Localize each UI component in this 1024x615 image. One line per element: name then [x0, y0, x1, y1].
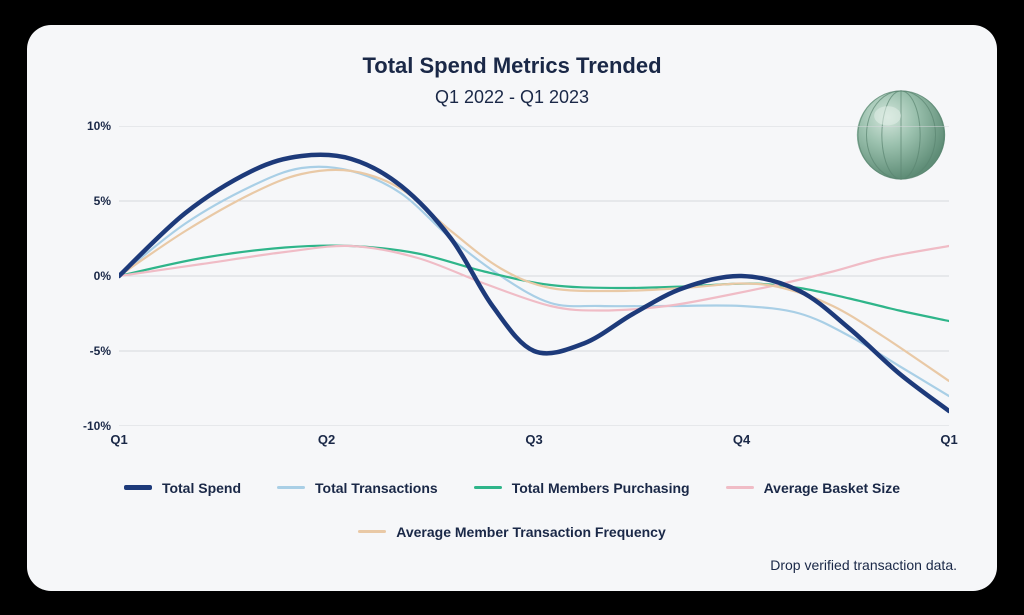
legend-label: Total Transactions	[315, 480, 438, 496]
legend-item: Total Transactions	[277, 480, 438, 496]
x-tick-label: Q4	[733, 432, 750, 447]
footer-note: Drop verified transaction data.	[770, 557, 957, 573]
y-tick-label: -5%	[90, 344, 111, 358]
legend: Total Spend Total Transactions Total Membe…	[67, 480, 957, 540]
x-tick-label: Q1	[110, 432, 127, 447]
legend-label: Total Spend	[162, 480, 241, 496]
legend-label: Average Member Transaction Frequency	[396, 524, 665, 540]
legend-item: Total Spend	[124, 480, 241, 496]
chart-card: Total Spend Metrics Trended Q1 2022 - Q1…	[27, 25, 997, 591]
legend-swatch	[358, 530, 386, 533]
y-tick-label: 0%	[94, 269, 111, 283]
chart-area: 10%5%0%-5%-10% Q1Q2Q3Q4Q1	[67, 126, 957, 446]
legend-swatch	[474, 486, 502, 489]
legend-label: Total Members Purchasing	[512, 480, 690, 496]
y-axis: 10%5%0%-5%-10%	[67, 126, 119, 426]
chart-subtitle: Q1 2022 - Q1 2023	[67, 87, 957, 108]
x-tick-label: Q3	[525, 432, 542, 447]
series-line	[119, 245, 949, 310]
legend-label: Average Basket Size	[764, 480, 900, 496]
legend-item: Total Members Purchasing	[474, 480, 690, 496]
legend-item: Average Member Transaction Frequency	[358, 524, 665, 540]
y-tick-label: 10%	[87, 119, 111, 133]
x-axis: Q1Q2Q3Q4Q1	[119, 426, 949, 446]
legend-swatch	[124, 485, 152, 490]
legend-swatch	[277, 486, 305, 489]
legend-item: Average Basket Size	[726, 480, 900, 496]
x-tick-label: Q1	[940, 432, 957, 447]
chart-plot	[119, 126, 949, 426]
y-tick-label: -10%	[83, 419, 111, 433]
chart-title: Total Spend Metrics Trended	[67, 53, 957, 79]
legend-swatch	[726, 486, 754, 489]
x-tick-label: Q2	[318, 432, 335, 447]
y-tick-label: 5%	[94, 194, 111, 208]
